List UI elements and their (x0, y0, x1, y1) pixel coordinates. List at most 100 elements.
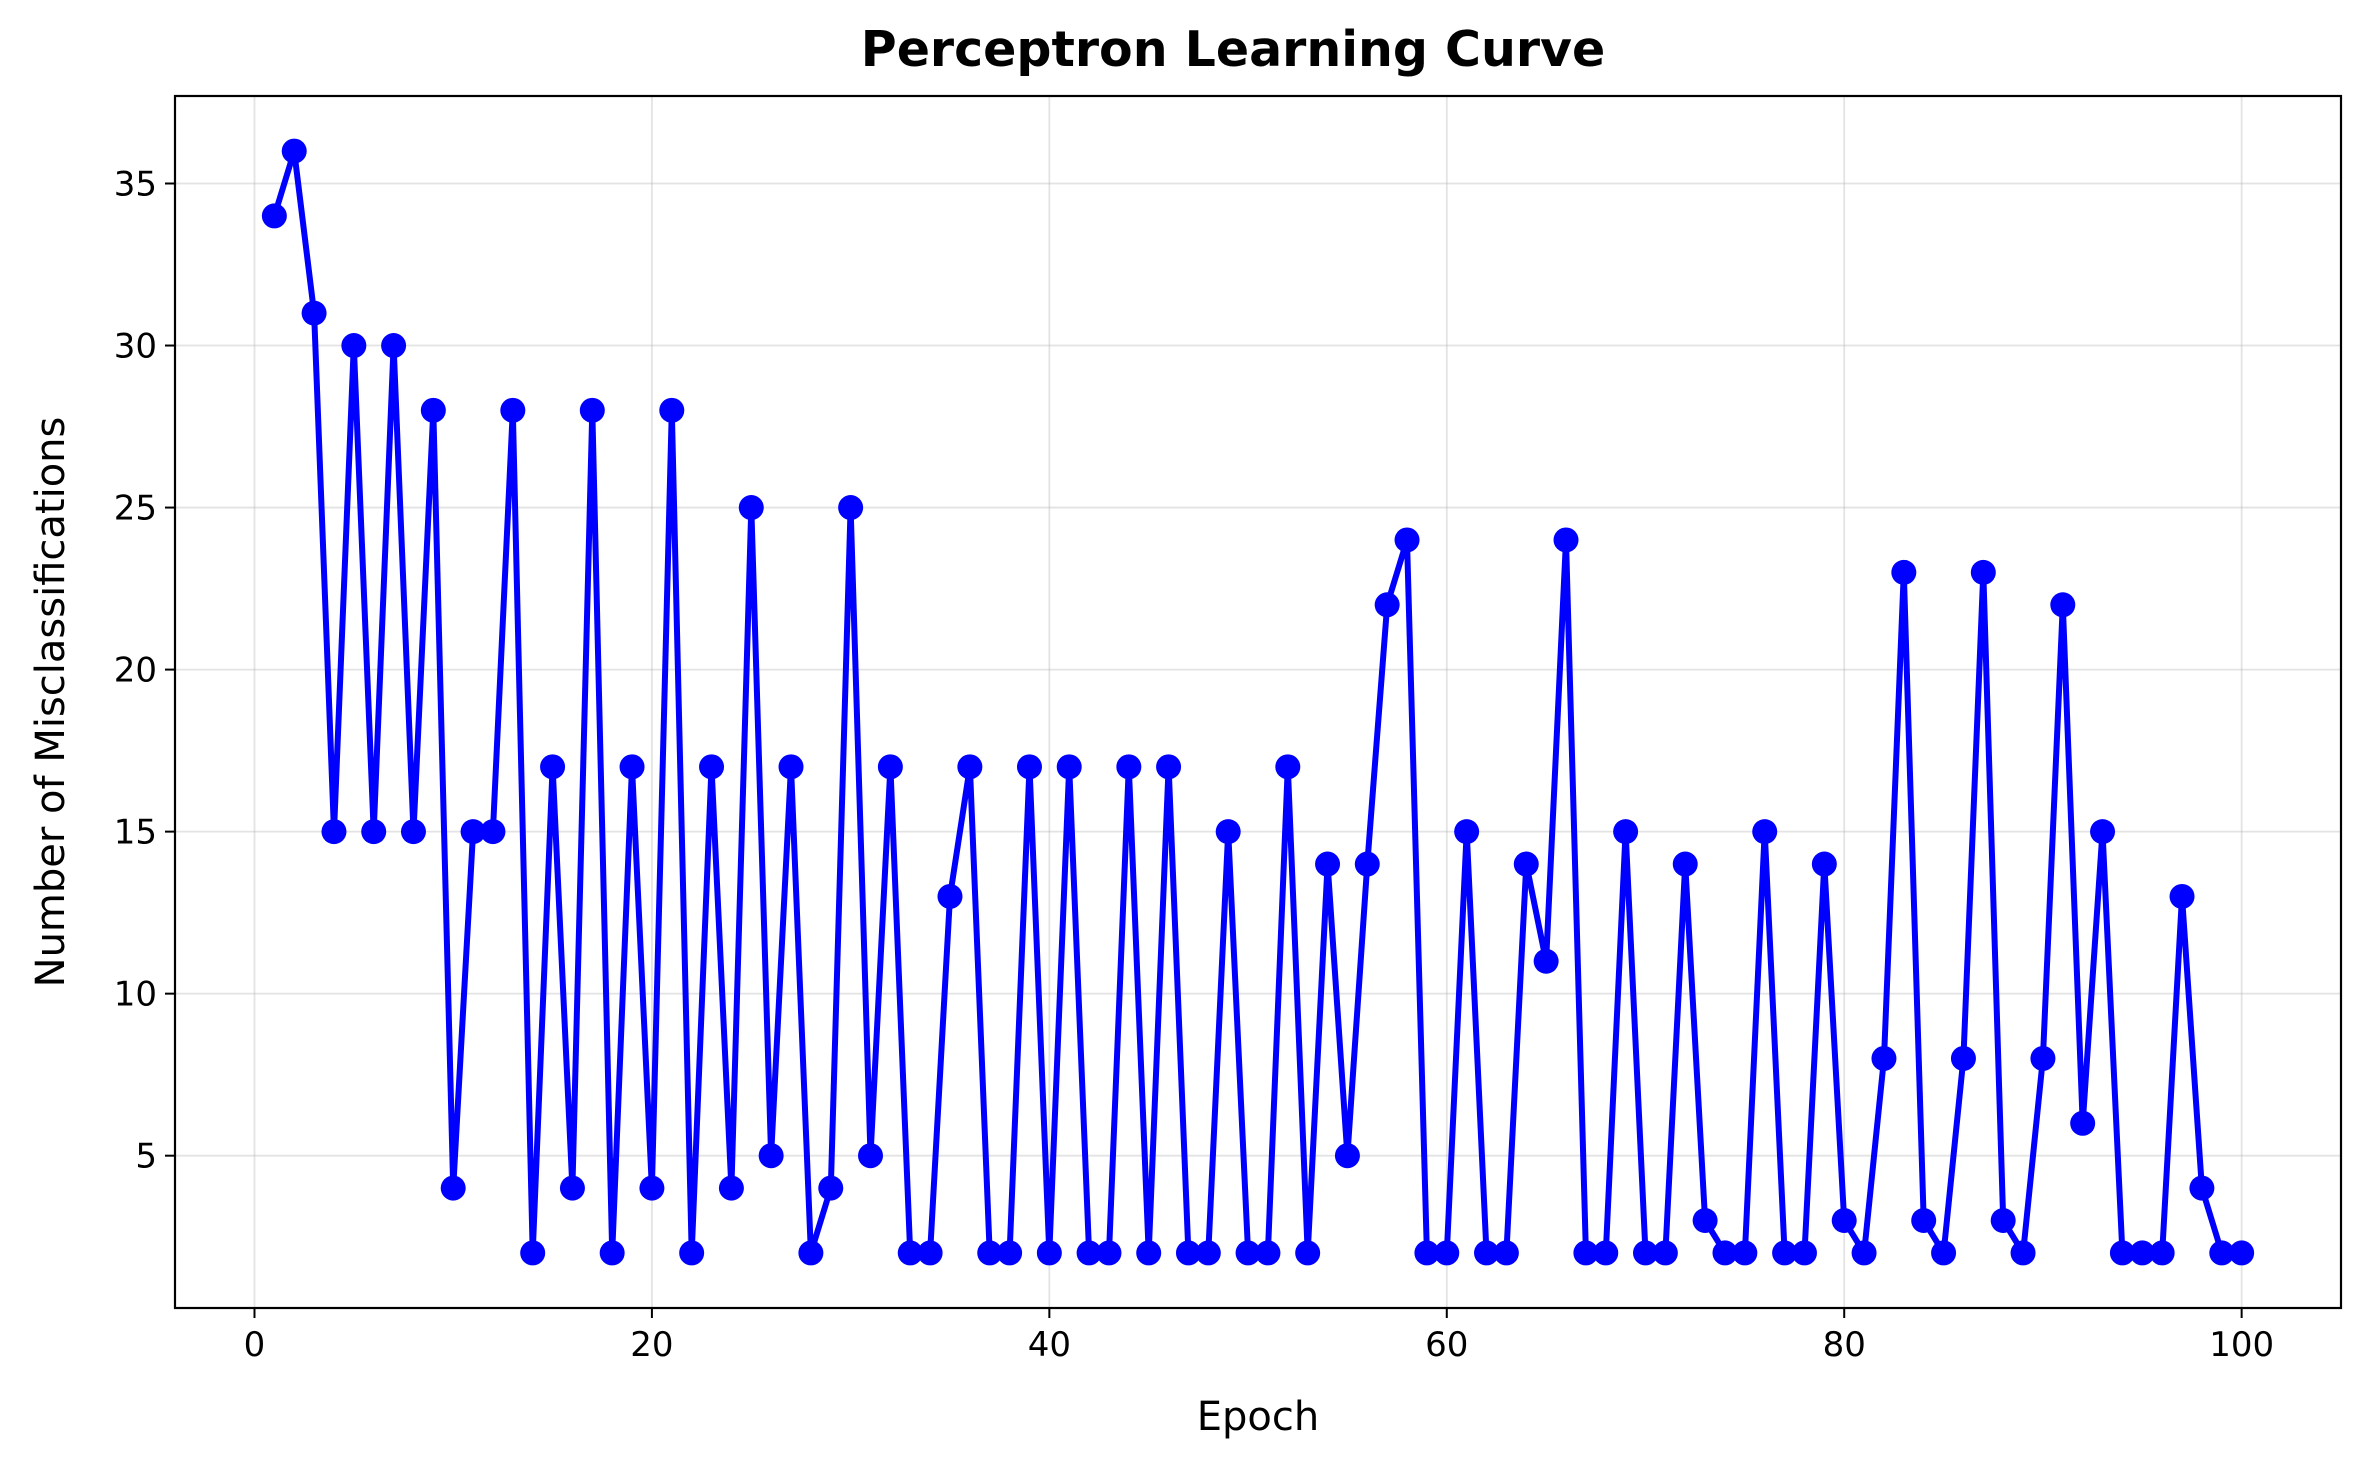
data-point (718, 1175, 744, 1201)
x-tick-label: 40 (1028, 1325, 1071, 1365)
tick-layer: 0 20 40 60 80 100 5 10 15 20 25 30 35 (114, 164, 2274, 1365)
data-point (679, 1240, 705, 1266)
data-point (1712, 1240, 1738, 1266)
data-point (937, 883, 963, 909)
data-point (1891, 559, 1917, 585)
data-point (1096, 1240, 1122, 1266)
data-point (1076, 1240, 1102, 1266)
data-point (440, 1175, 466, 1201)
data-point (858, 1143, 884, 1169)
data-point (798, 1240, 824, 1266)
data-point (1950, 1045, 1976, 1071)
data-point (1613, 819, 1639, 845)
data-point (778, 754, 804, 780)
series-line (271, 148, 2242, 1256)
data-point (699, 754, 725, 780)
y-tick-label: 10 (114, 975, 157, 1015)
data-point (2189, 1175, 2215, 1201)
data-point (1493, 1240, 1519, 1266)
data-point (1295, 1240, 1321, 1266)
y-tick-label: 15 (114, 813, 157, 853)
data-point (1811, 851, 1837, 877)
data-point (1354, 851, 1380, 877)
data-point (1871, 1045, 1897, 1071)
data-point (1235, 1240, 1261, 1266)
data-point (1394, 527, 1420, 553)
data-point (480, 819, 506, 845)
data-point (1315, 851, 1341, 877)
data-point (1692, 1208, 1718, 1234)
data-point (957, 754, 983, 780)
y-tick-label: 25 (114, 489, 157, 529)
data-point (341, 333, 367, 359)
data-point (897, 1240, 923, 1266)
data-point (1016, 754, 1042, 780)
data-point (917, 1240, 943, 1266)
data-point (1175, 1240, 1201, 1266)
data-point (520, 1240, 546, 1266)
data-point (1911, 1208, 1937, 1234)
data-point (2149, 1240, 2175, 1266)
data-point (381, 333, 407, 359)
data-point (1831, 1208, 1857, 1234)
data-point (1732, 1240, 1758, 1266)
y-tick-label: 30 (114, 327, 157, 367)
data-point (1632, 1240, 1658, 1266)
data-point (261, 203, 287, 229)
data-point (1156, 754, 1182, 780)
x-tick-label: 20 (630, 1325, 673, 1365)
data-point (1772, 1240, 1798, 1266)
data-point (2050, 592, 2076, 618)
data-point (301, 300, 327, 326)
data-point (2090, 819, 2116, 845)
data-point (361, 819, 387, 845)
data-point (1474, 1240, 1500, 1266)
data-point (977, 1240, 1003, 1266)
data-point (2109, 1240, 2135, 1266)
data-point (1553, 527, 1579, 553)
data-point (281, 138, 307, 164)
data-point (1116, 754, 1142, 780)
data-point (1255, 1240, 1281, 1266)
data-point (2070, 1110, 2096, 1136)
data-point (1573, 1240, 1599, 1266)
x-tick-label: 0 (244, 1325, 266, 1365)
data-point (838, 495, 864, 521)
data-point (1374, 592, 1400, 618)
data-point (1851, 1240, 1877, 1266)
data-point (997, 1240, 1023, 1266)
data-point (1036, 1240, 1062, 1266)
x-tick-label: 80 (1823, 1325, 1866, 1365)
data-point (2169, 883, 2195, 909)
data-point (1434, 1240, 1460, 1266)
data-point (599, 1240, 625, 1266)
data-point (460, 819, 486, 845)
data-point (579, 397, 605, 423)
data-point (2229, 1240, 2255, 1266)
data-point (1334, 1143, 1360, 1169)
data-point (1593, 1240, 1619, 1266)
data-point (1136, 1240, 1162, 1266)
data-point (500, 397, 526, 423)
data-point (1195, 1240, 1221, 1266)
data-point (2209, 1240, 2235, 1266)
data-point (1970, 559, 1996, 585)
y-tick-label: 20 (114, 651, 157, 691)
x-axis-label: Epoch (1197, 1394, 1319, 1440)
data-point (1056, 754, 1082, 780)
plot-area-frame (173, 94, 2343, 1310)
data-point (1752, 819, 1778, 845)
data-point (321, 819, 347, 845)
x-tick-label: 60 (1425, 1325, 1468, 1365)
data-point (1533, 948, 1559, 974)
data-point (659, 397, 685, 423)
data-point (877, 754, 903, 780)
data-point (1414, 1240, 1440, 1266)
data-point (1931, 1240, 1957, 1266)
data-point (1454, 819, 1480, 845)
y-axis-label: Number of Misclassifications (28, 417, 74, 988)
data-point (420, 397, 446, 423)
y-tick-label: 35 (114, 164, 157, 204)
data-point (400, 819, 426, 845)
